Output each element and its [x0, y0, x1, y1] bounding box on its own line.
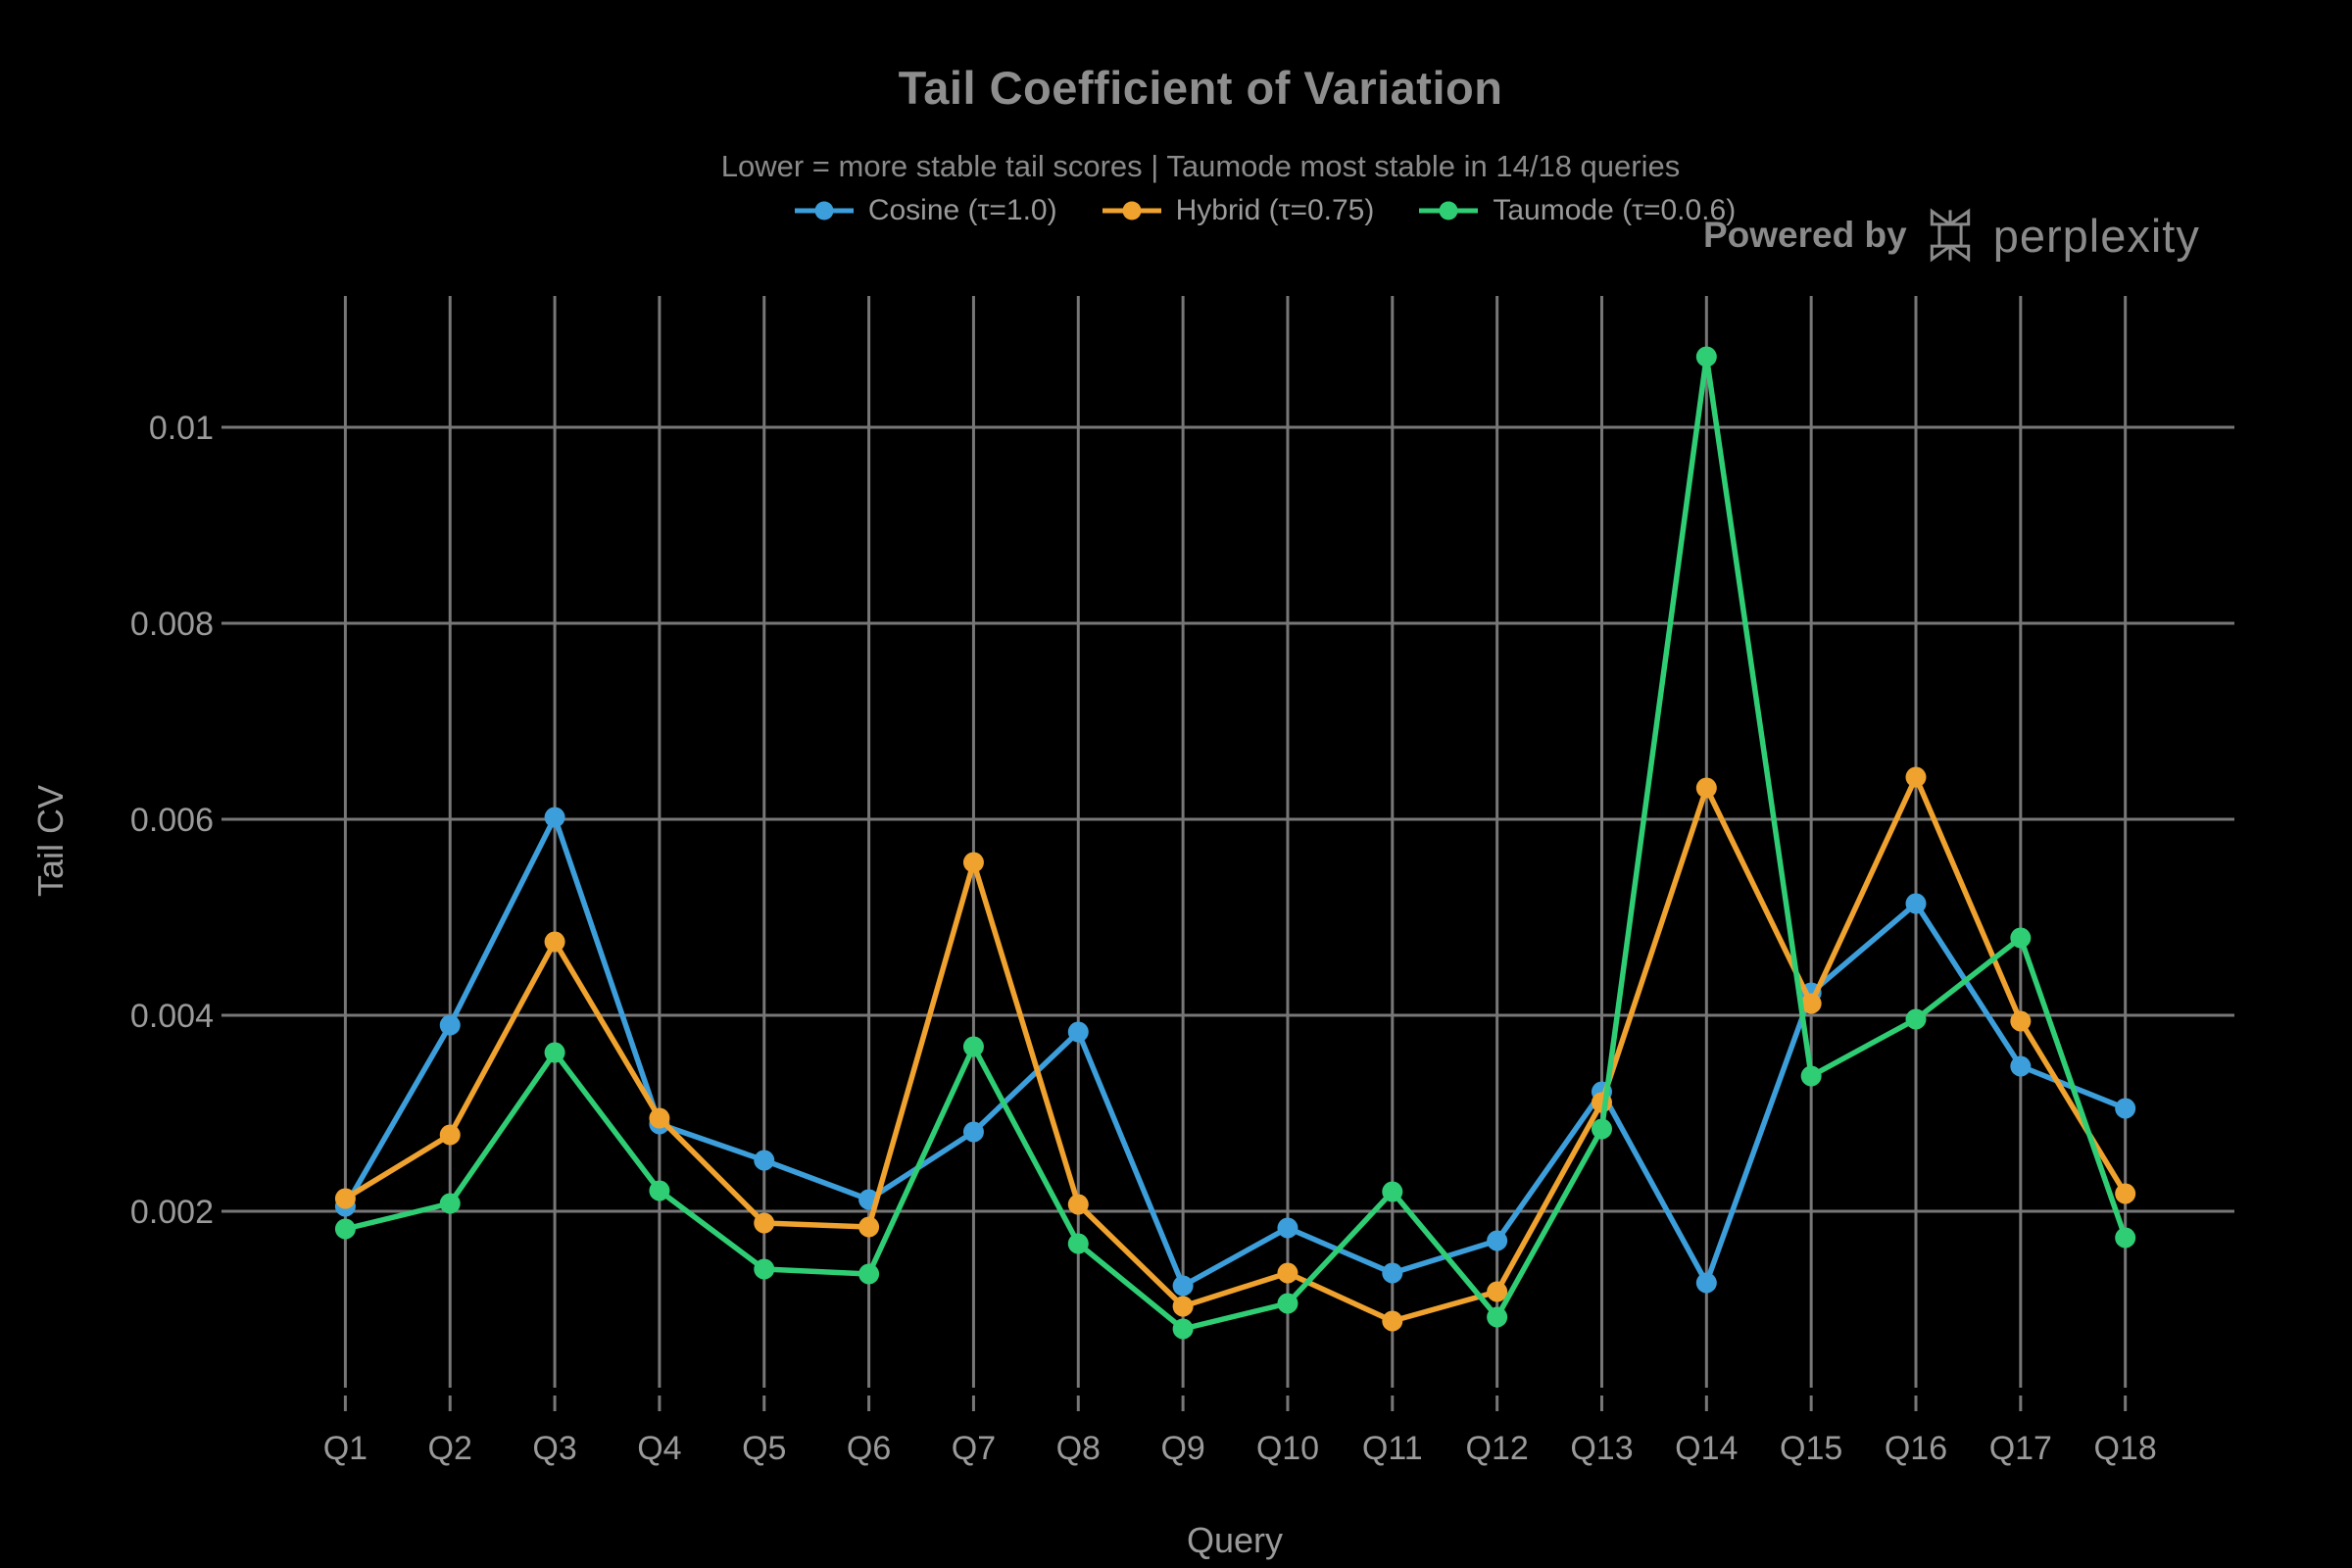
x-tick-label: Q14 [1675, 1430, 1738, 1467]
x-tick-label: Q2 [428, 1430, 472, 1467]
data-point-hybrid-q8[interactable] [1067, 1194, 1089, 1215]
powered-by-text: Powered by [1703, 215, 1907, 255]
perplexity-logo-icon [1930, 208, 1970, 263]
y-tick-label: 0.008 [130, 606, 214, 643]
data-point-taumode-q18[interactable] [2115, 1227, 2136, 1249]
x-tick-label: Q12 [1466, 1430, 1529, 1467]
data-point-taumode-q17[interactable] [2010, 927, 2032, 949]
legend-item-hybrid[interactable]: Hybrid (τ=0.75) [1101, 194, 1375, 227]
data-point-taumode-q3[interactable] [544, 1042, 565, 1063]
data-point-hybrid-q9[interactable] [1172, 1296, 1194, 1317]
data-point-taumode-q8[interactable] [1067, 1233, 1089, 1254]
x-tick-label: Q3 [532, 1430, 576, 1467]
x-tick-label: Q13 [1570, 1430, 1633, 1467]
data-point-taumode-q14[interactable] [1695, 346, 1717, 368]
data-point-taumode-q7[interactable] [962, 1036, 984, 1057]
data-point-taumode-q5[interactable] [754, 1258, 775, 1280]
data-point-taumode-q10[interactable] [1277, 1293, 1298, 1314]
x-tick-label: Q17 [1989, 1430, 2052, 1467]
y-tick-label: 0.004 [130, 998, 214, 1035]
data-point-hybrid-q4[interactable] [649, 1107, 670, 1129]
legend-label-cosine: Cosine (τ=1.0) [867, 194, 1057, 226]
data-point-cosine-q8[interactable] [1067, 1021, 1089, 1043]
legend-marker-cosine [794, 201, 854, 220]
y-axis-title: Tail CV [30, 785, 71, 897]
x-tick-label: Q4 [637, 1430, 681, 1467]
data-point-cosine-q3[interactable] [544, 807, 565, 828]
series-line-hybrid [342, 774, 2129, 1324]
data-point-hybrid-q5[interactable] [754, 1212, 775, 1234]
data-point-hybrid-q18[interactable] [2115, 1183, 2136, 1204]
data-point-hybrid-q1[interactable] [334, 1188, 356, 1209]
data-point-hybrid-q12[interactable] [1487, 1281, 1508, 1302]
x-tick-label: Q5 [742, 1430, 786, 1467]
data-point-cosine-q16[interactable] [1905, 893, 1927, 914]
x-tick-label: Q18 [2094, 1430, 2157, 1467]
data-point-hybrid-q3[interactable] [544, 931, 565, 953]
legend-marker-hybrid [1102, 201, 1161, 220]
legend: Cosine (τ=1.0) Hybrid (τ=0.75) Taumode (τ=… [0, 194, 2352, 227]
data-point-cosine-q5[interactable] [754, 1150, 775, 1171]
data-point-cosine-q17[interactable] [2010, 1055, 2032, 1077]
legend-item-taumode[interactable]: Taumode (τ=0.0.6) [1417, 194, 1736, 227]
data-point-taumode-q4[interactable] [649, 1180, 670, 1201]
data-point-taumode-q2[interactable] [439, 1193, 461, 1214]
data-point-taumode-q6[interactable] [858, 1263, 880, 1285]
data-point-hybrid-q10[interactable] [1277, 1262, 1298, 1284]
data-point-hybrid-q16[interactable] [1905, 766, 1927, 788]
x-tick-label: Q15 [1780, 1430, 1842, 1467]
legend-label-taumode: Taumode (τ=0.0.6) [1493, 194, 1737, 226]
data-point-hybrid-q2[interactable] [439, 1124, 461, 1146]
y-tick-label: 0.002 [130, 1194, 214, 1231]
legend-item-cosine[interactable]: Cosine (τ=1.0) [793, 194, 1057, 227]
data-point-cosine-q7[interactable] [962, 1121, 984, 1143]
x-tick-label: Q16 [1885, 1430, 1947, 1467]
data-point-cosine-q12[interactable] [1487, 1230, 1508, 1251]
legend-marker-taumode [1419, 201, 1479, 220]
data-point-cosine-q2[interactable] [439, 1014, 461, 1036]
brand-text: perplexity [1992, 209, 2200, 262]
series-line-cosine [342, 814, 2129, 1289]
data-point-taumode-q12[interactable] [1487, 1306, 1508, 1328]
data-point-hybrid-q7[interactable] [962, 852, 984, 873]
data-point-taumode-q16[interactable] [1905, 1008, 1927, 1030]
x-tick-label: Q10 [1256, 1430, 1319, 1467]
x-tick-label: Q8 [1056, 1430, 1101, 1467]
x-tick-label: Q7 [952, 1430, 996, 1467]
data-point-hybrid-q6[interactable] [858, 1216, 880, 1238]
x-tick-label: Q11 [1362, 1430, 1423, 1467]
x-axis-title: Query [1187, 1520, 1283, 1560]
series-line-taumode [342, 354, 2129, 1332]
data-point-cosine-q14[interactable] [1695, 1272, 1717, 1294]
data-point-hybrid-q14[interactable] [1695, 777, 1717, 799]
data-point-taumode-q13[interactable] [1591, 1118, 1612, 1140]
legend-label-hybrid: Hybrid (τ=0.75) [1175, 194, 1375, 226]
chart-subtitle: Lower = more stable tail scores | Taumod… [720, 149, 1681, 183]
x-tick-label: Q6 [847, 1430, 891, 1467]
data-point-taumode-q11[interactable] [1382, 1181, 1403, 1202]
data-point-taumode-q9[interactable] [1172, 1318, 1194, 1340]
data-point-hybrid-q17[interactable] [2010, 1010, 2032, 1032]
y-tick-label: 0.01 [149, 410, 214, 447]
data-point-cosine-q10[interactable] [1277, 1217, 1298, 1239]
data-point-hybrid-q11[interactable] [1382, 1310, 1403, 1332]
data-point-taumode-q15[interactable] [1800, 1065, 1822, 1087]
data-point-cosine-q11[interactable] [1382, 1262, 1403, 1284]
y-tick-label: 0.006 [130, 802, 214, 839]
x-tick-label: Q1 [323, 1430, 368, 1467]
data-point-taumode-q1[interactable] [334, 1218, 356, 1240]
data-point-cosine-q9[interactable] [1172, 1275, 1194, 1297]
x-tick-label: Q9 [1160, 1430, 1204, 1467]
chart-title: Tail Coefficient of Variation [898, 62, 1503, 114]
data-point-hybrid-q15[interactable] [1800, 993, 1822, 1014]
powered-by-watermark: Powered by perplexity [1703, 204, 2200, 267]
data-point-cosine-q18[interactable] [2115, 1098, 2136, 1119]
